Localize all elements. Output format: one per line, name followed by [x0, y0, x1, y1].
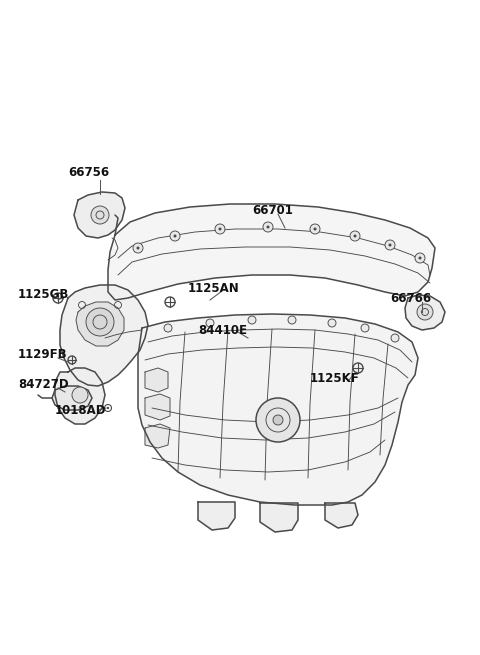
Circle shape — [266, 225, 269, 229]
Polygon shape — [55, 368, 105, 424]
Text: 66766: 66766 — [390, 291, 431, 305]
Circle shape — [170, 231, 180, 241]
Circle shape — [133, 243, 143, 253]
Circle shape — [350, 231, 360, 241]
Text: 1125GB: 1125GB — [18, 288, 70, 301]
Circle shape — [328, 319, 336, 327]
Circle shape — [273, 415, 283, 425]
Circle shape — [313, 227, 316, 231]
Circle shape — [107, 407, 109, 409]
Circle shape — [419, 257, 421, 259]
Circle shape — [385, 240, 395, 250]
Circle shape — [417, 304, 433, 320]
Polygon shape — [138, 314, 418, 505]
Polygon shape — [145, 424, 170, 448]
Polygon shape — [325, 503, 358, 528]
Text: 84410E: 84410E — [198, 324, 247, 337]
Polygon shape — [405, 295, 445, 330]
Circle shape — [388, 244, 392, 246]
Circle shape — [173, 234, 177, 238]
Circle shape — [86, 308, 114, 336]
Polygon shape — [145, 368, 168, 392]
Text: 1125AN: 1125AN — [188, 282, 240, 295]
Polygon shape — [52, 386, 92, 410]
Circle shape — [206, 319, 214, 327]
Polygon shape — [76, 302, 124, 346]
Circle shape — [391, 334, 399, 342]
Circle shape — [353, 234, 357, 238]
Circle shape — [215, 224, 225, 234]
Polygon shape — [145, 394, 170, 420]
Circle shape — [136, 246, 140, 250]
Circle shape — [263, 222, 273, 232]
Circle shape — [310, 224, 320, 234]
Polygon shape — [60, 285, 148, 386]
Text: 84727D: 84727D — [18, 379, 69, 392]
Circle shape — [91, 206, 109, 224]
Circle shape — [361, 324, 369, 332]
Text: 66756: 66756 — [68, 166, 109, 179]
Polygon shape — [108, 204, 435, 300]
Text: 1018AD: 1018AD — [55, 403, 107, 417]
Circle shape — [72, 387, 88, 403]
Polygon shape — [260, 503, 298, 532]
Circle shape — [248, 316, 256, 324]
Circle shape — [164, 324, 172, 332]
Text: 1125KF: 1125KF — [310, 371, 360, 384]
Circle shape — [415, 253, 425, 263]
Text: 1129FB: 1129FB — [18, 348, 68, 362]
Polygon shape — [198, 502, 235, 530]
Text: 66701: 66701 — [252, 204, 293, 217]
Polygon shape — [74, 192, 125, 238]
Circle shape — [288, 316, 296, 324]
Circle shape — [256, 398, 300, 442]
Circle shape — [218, 227, 221, 231]
